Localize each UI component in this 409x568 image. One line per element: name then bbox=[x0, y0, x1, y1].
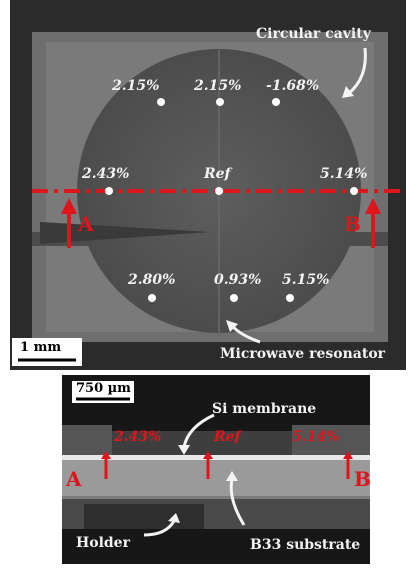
scale-bar-label: 1 mm bbox=[20, 340, 62, 355]
point-label: 5.14% bbox=[320, 166, 368, 182]
cavity-pointer-head bbox=[342, 86, 354, 98]
cross-section-graphics bbox=[62, 381, 370, 537]
point-dot bbox=[215, 187, 223, 195]
membrane-pointer-head bbox=[178, 445, 190, 455]
holder-pointer bbox=[143, 520, 176, 537]
marker-b-label: B bbox=[354, 467, 370, 491]
substrate-bottom-edge bbox=[62, 496, 370, 499]
cavity-xray-image: Circular cavity Microwave resonator 1 mm… bbox=[10, 0, 406, 370]
cavity-image-graphics bbox=[12, 32, 406, 366]
arrow-center-head bbox=[203, 451, 213, 459]
point-dot bbox=[216, 98, 224, 106]
cross-section-image: 750 µm Si membrane 2.43% Ref 5.14% A B H… bbox=[62, 375, 370, 564]
b33-substrate bbox=[62, 460, 370, 498]
si-membrane bbox=[62, 455, 370, 460]
point-dot bbox=[272, 98, 280, 106]
upper-gray-left bbox=[62, 425, 112, 455]
arrow-a-head bbox=[61, 198, 77, 214]
cs-point-label: Ref bbox=[214, 429, 241, 445]
b33-substrate-label: B33 substrate bbox=[250, 537, 361, 553]
holder-label: Holder bbox=[76, 535, 130, 551]
point-dot bbox=[286, 294, 294, 302]
scale-bar-label: 750 µm bbox=[76, 381, 131, 396]
cavity-pointer-arrow bbox=[347, 47, 367, 96]
resonator-pointer-head bbox=[226, 320, 238, 332]
arrow-left-head bbox=[101, 451, 111, 459]
point-label: 2.15% bbox=[112, 78, 160, 94]
marker-a-label: A bbox=[66, 467, 82, 491]
left-wedge bbox=[40, 222, 210, 244]
circular-cavity-label: Circular cavity bbox=[256, 26, 371, 42]
substrate-pointer-head bbox=[226, 471, 238, 481]
point-label: 5.15% bbox=[282, 272, 330, 288]
upper-gray-mid bbox=[112, 431, 292, 455]
holder-pointer-head bbox=[168, 513, 180, 523]
si-membrane-label: Si membrane bbox=[212, 401, 317, 417]
upper-gray-right bbox=[292, 425, 370, 455]
point-label: Ref bbox=[204, 166, 231, 182]
point-dot bbox=[230, 294, 238, 302]
point-dot bbox=[157, 98, 165, 106]
marker-b-label: B bbox=[344, 212, 361, 236]
holder-recess bbox=[84, 504, 204, 529]
arrow-b-head bbox=[365, 198, 381, 214]
arrow-right-head bbox=[343, 451, 353, 459]
membrane-pointer bbox=[182, 413, 215, 448]
point-label: 2.43% bbox=[82, 166, 130, 182]
point-dot bbox=[350, 187, 358, 195]
point-dot bbox=[148, 294, 156, 302]
point-label: 0.93% bbox=[214, 272, 262, 288]
cs-point-label: 5.14% bbox=[292, 429, 340, 445]
substrate-pointer bbox=[229, 478, 246, 526]
point-label: 2.15% bbox=[194, 78, 242, 94]
point-dot bbox=[105, 187, 113, 195]
point-label: 2.80% bbox=[128, 272, 176, 288]
microwave-resonator-label: Microwave resonator bbox=[220, 346, 386, 362]
marker-a-label: A bbox=[78, 212, 94, 236]
point-label: -1.68% bbox=[266, 78, 320, 94]
cs-point-label: 2.43% bbox=[114, 429, 162, 445]
